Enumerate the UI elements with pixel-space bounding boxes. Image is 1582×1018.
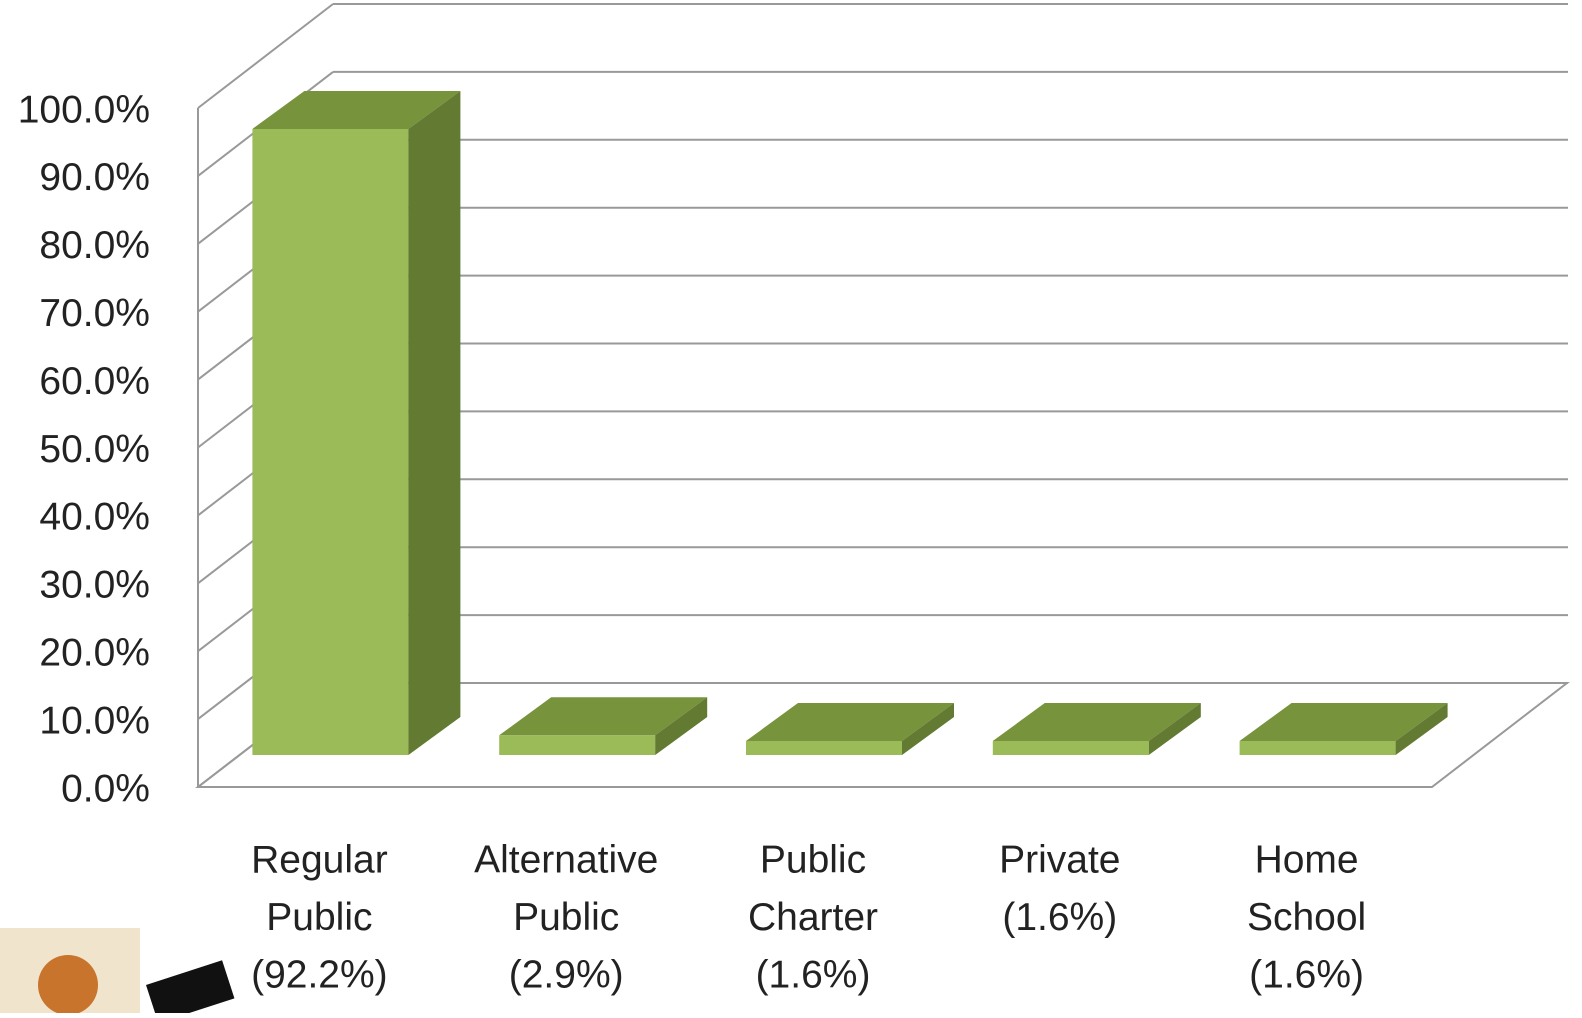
x-tick-label: Public [760,838,866,881]
photo-dark [146,960,235,1018]
x-tick-label: (1.6%) [1249,953,1364,996]
x-tick-label: School [1247,896,1366,939]
bar-side [902,703,954,755]
bar-top [1239,703,1448,741]
bar-side [1148,703,1201,755]
y-tick-label: 40.0% [39,496,150,539]
y-tick-label: 70.0% [39,292,150,335]
bar-front [1239,741,1396,755]
bar-top [992,703,1201,741]
y-tick-label: 20.0% [39,631,150,674]
globe [38,955,98,1015]
x-tick-label: Home [1255,838,1359,881]
x-tick-label: Private [999,838,1120,881]
bar-side [655,697,708,755]
y-tick-label: 0.0% [61,767,150,810]
x-tick-label: (92.2%) [251,953,388,996]
y-tick-label: 80.0% [39,224,150,267]
x-tick-label: Public [513,896,619,939]
x-tick-label: Public [266,896,372,939]
y-tick-label: 100.0% [18,88,150,131]
bar-front [252,128,409,755]
bar-front [992,741,1149,755]
bar-top [746,703,954,741]
x-tick-label: Charter [748,896,878,939]
corner-decoration [0,928,235,1018]
y-tick-label: 50.0% [39,428,150,471]
y-tick-label: 30.0% [39,564,150,607]
bar-front [499,735,656,755]
x-tick-label: Regular [251,838,388,881]
bar-side [1395,703,1448,755]
bar-side [408,90,461,756]
bar-top [499,697,708,736]
bar-top [252,90,461,129]
y-tick-label: 10.0% [39,699,150,742]
x-tick-label: Alternative [474,838,658,881]
x-tick-label: (2.9%) [509,953,624,996]
grid-line-side [197,3,334,109]
bar-front [746,741,902,755]
y-tick-label: 60.0% [39,360,150,403]
x-tick-label: (1.6%) [1002,896,1117,939]
x-tick-label: (1.6%) [756,953,871,996]
y-tick-label: 90.0% [39,156,150,199]
